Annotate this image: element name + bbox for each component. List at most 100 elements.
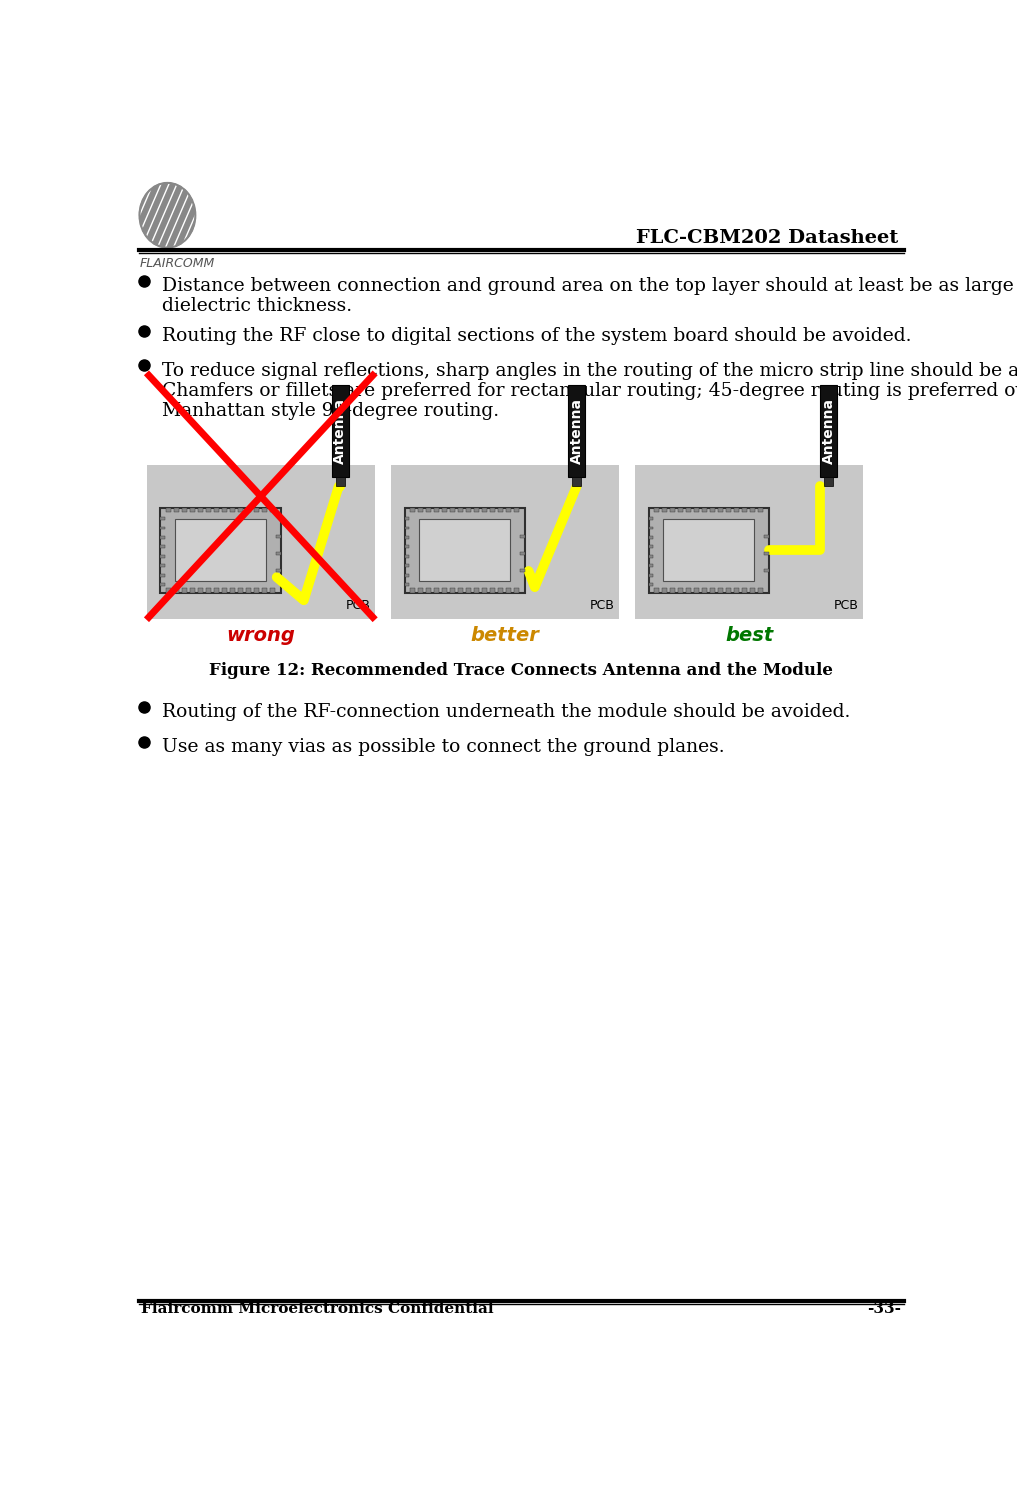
Bar xyxy=(695,507,699,513)
Bar xyxy=(663,519,755,581)
Bar xyxy=(161,573,165,576)
Bar xyxy=(649,555,653,558)
Bar xyxy=(466,507,471,513)
Bar xyxy=(520,552,525,555)
Text: PCB: PCB xyxy=(590,599,614,613)
Bar xyxy=(161,527,165,530)
Bar xyxy=(649,518,653,521)
Text: wrong: wrong xyxy=(227,626,295,644)
Bar xyxy=(418,507,423,513)
Bar xyxy=(426,588,431,593)
Bar xyxy=(262,588,266,593)
Text: FLAIRCOMM: FLAIRCOMM xyxy=(139,257,215,269)
Bar xyxy=(442,588,447,593)
Bar xyxy=(474,588,479,593)
Bar xyxy=(710,507,715,513)
Bar xyxy=(276,569,281,572)
Bar xyxy=(405,555,409,558)
Bar xyxy=(635,465,863,620)
Text: Distance between connection and ground area on the top layer should at least be : Distance between connection and ground a… xyxy=(162,277,1017,295)
Bar xyxy=(161,536,165,539)
Bar xyxy=(405,564,409,567)
Text: Manhattan style 90-degree routing.: Manhattan style 90-degree routing. xyxy=(162,402,499,420)
Bar xyxy=(410,588,415,593)
Bar xyxy=(230,507,235,513)
Bar xyxy=(215,507,219,513)
Bar xyxy=(254,507,259,513)
Bar xyxy=(649,573,653,576)
Bar xyxy=(198,588,203,593)
Bar xyxy=(498,507,503,513)
Text: -33-: -33- xyxy=(868,1302,901,1317)
Bar xyxy=(649,507,769,593)
Bar xyxy=(459,507,463,513)
Bar xyxy=(451,507,455,513)
Bar xyxy=(572,477,582,486)
Text: Figure 12: Recommended Trace Connects Antenna and the Module: Figure 12: Recommended Trace Connects An… xyxy=(210,662,833,679)
Bar xyxy=(332,385,349,477)
Bar xyxy=(824,477,833,486)
Bar xyxy=(419,519,511,581)
Text: FLC-CBM202 Datasheet: FLC-CBM202 Datasheet xyxy=(636,229,898,247)
Bar xyxy=(703,507,707,513)
Bar xyxy=(459,588,463,593)
Bar xyxy=(678,507,683,513)
Bar xyxy=(405,582,409,585)
Bar xyxy=(506,588,512,593)
Bar xyxy=(238,507,243,513)
Bar xyxy=(490,588,495,593)
Bar xyxy=(190,507,195,513)
Text: Routing of the RF-connection underneath the module should be avoided.: Routing of the RF-connection underneath … xyxy=(162,703,850,721)
Bar xyxy=(686,588,692,593)
Bar xyxy=(146,465,375,620)
Text: PCB: PCB xyxy=(346,599,370,613)
Text: Antenna: Antenna xyxy=(334,397,347,464)
Bar xyxy=(161,582,165,585)
Bar xyxy=(662,588,667,593)
Bar xyxy=(161,507,281,593)
Bar xyxy=(649,545,653,548)
Bar xyxy=(418,588,423,593)
Text: best: best xyxy=(725,626,773,644)
Bar xyxy=(759,588,763,593)
Bar xyxy=(405,518,409,521)
Bar xyxy=(649,582,653,585)
Bar xyxy=(405,507,525,593)
Bar xyxy=(426,507,431,513)
Text: PCB: PCB xyxy=(834,599,858,613)
Bar xyxy=(182,507,187,513)
Bar xyxy=(190,588,195,593)
Bar xyxy=(764,569,769,572)
Bar xyxy=(515,507,519,513)
Bar xyxy=(520,569,525,572)
Bar xyxy=(271,507,275,513)
Ellipse shape xyxy=(139,184,195,248)
Bar xyxy=(670,507,675,513)
Bar xyxy=(764,552,769,555)
Bar xyxy=(206,588,211,593)
Bar xyxy=(734,588,739,593)
Bar xyxy=(161,555,165,558)
Bar xyxy=(166,507,171,513)
Bar xyxy=(175,519,266,581)
Bar xyxy=(726,507,731,513)
Bar xyxy=(182,588,187,593)
Bar xyxy=(336,477,345,486)
Bar xyxy=(442,507,447,513)
Bar xyxy=(520,536,525,539)
Bar xyxy=(451,588,455,593)
Text: Antenna: Antenna xyxy=(570,397,584,464)
Text: Use as many vias as possible to connect the ground planes.: Use as many vias as possible to connect … xyxy=(162,737,725,756)
Bar xyxy=(734,507,739,513)
Bar xyxy=(161,518,165,521)
Text: Flaircomm Microelectronics Confidential: Flaircomm Microelectronics Confidential xyxy=(141,1302,493,1317)
Bar xyxy=(230,588,235,593)
Bar xyxy=(703,588,707,593)
Bar xyxy=(166,588,171,593)
Bar xyxy=(490,507,495,513)
Bar xyxy=(662,507,667,513)
Bar xyxy=(434,507,439,513)
Bar xyxy=(391,465,619,620)
Bar xyxy=(262,507,266,513)
Bar xyxy=(726,588,731,593)
